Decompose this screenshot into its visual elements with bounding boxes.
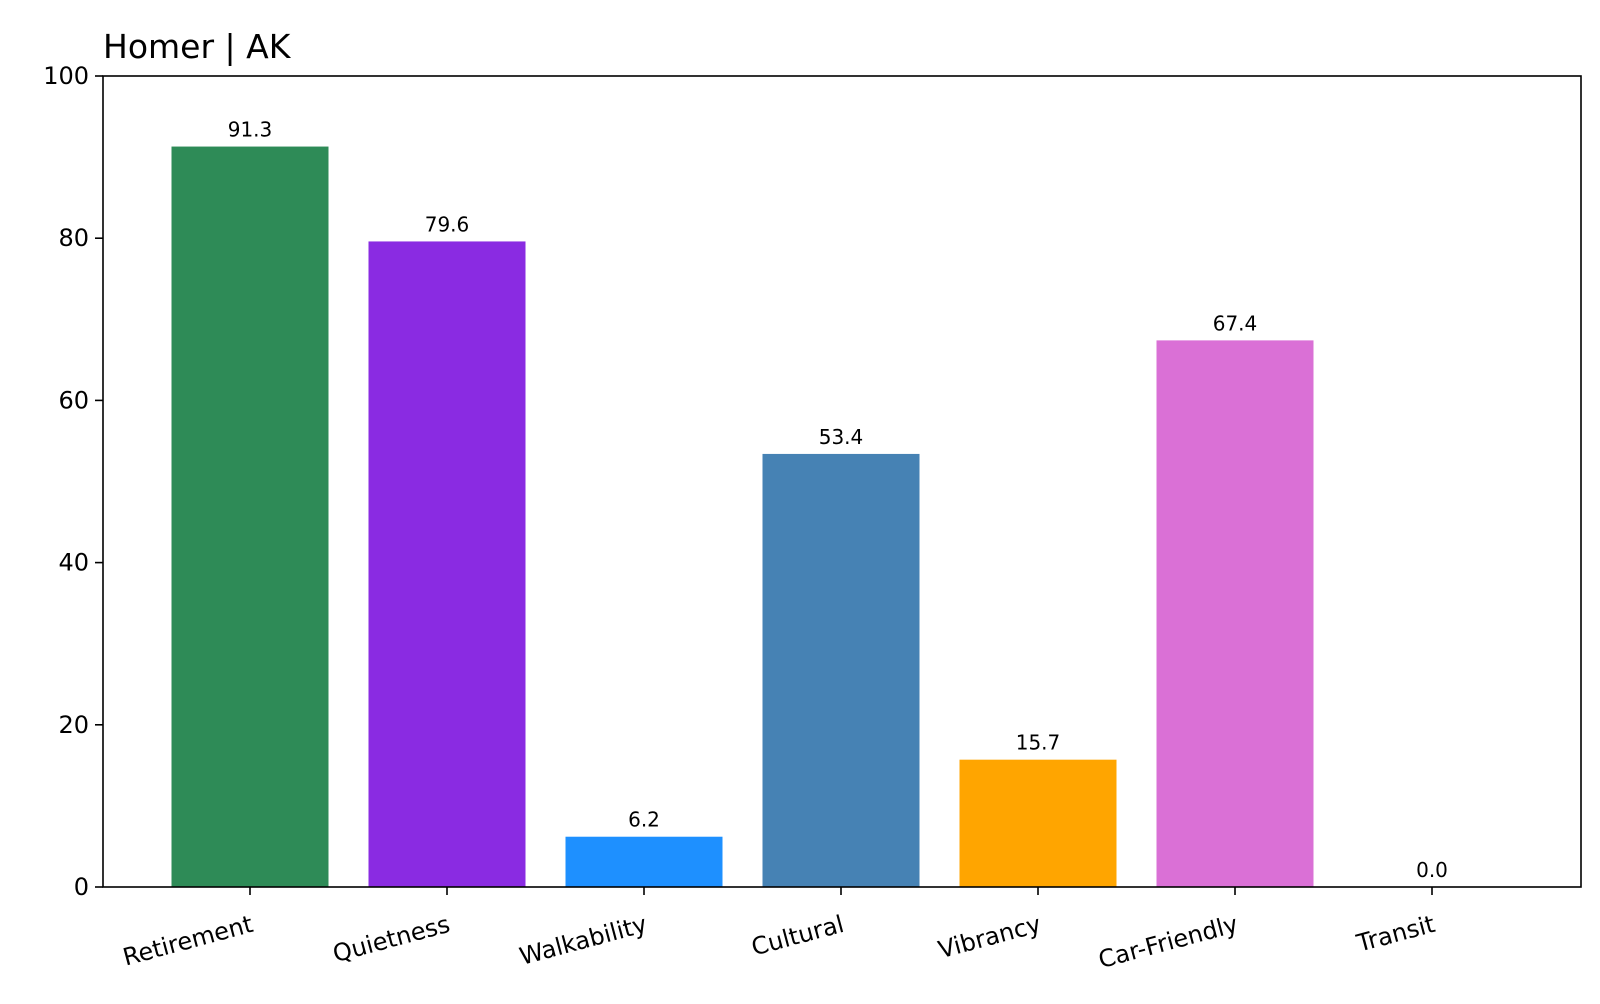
data-labels-layer: 91.3 79.6 6.2 53.4 15.7 67.4 0.0: [228, 118, 1448, 882]
data-label-transit: 0.0: [1416, 858, 1448, 882]
bar-walkability: [565, 836, 723, 887]
x-tick-label-cultural: Cultural: [748, 910, 847, 962]
y-tick-label-20: 20: [58, 711, 89, 739]
plot-frame: [102, 75, 1582, 888]
x-tick-label-quietness: Quietness: [330, 910, 453, 968]
chart-title: Homer | AK: [103, 27, 292, 66]
data-label-cultural: 53.4: [819, 425, 864, 449]
y-tick-label-40: 40: [58, 549, 89, 577]
x-tick-label-walkability: Walkability: [516, 910, 649, 971]
y-tick-label-100: 100: [43, 62, 89, 90]
data-label-retirement: 91.3: [228, 118, 273, 142]
bar-car-friendly: [1156, 340, 1314, 887]
y-tick-label-60: 60: [58, 386, 89, 414]
y-tick-label-80: 80: [58, 224, 89, 252]
bars-layer: [171, 146, 1314, 888]
x-axis: Retirement Quietness Walkability Cultural Vi…: [120, 887, 1438, 974]
x-tick-label-vibrancy: Vibrancy: [935, 910, 1044, 964]
x-tick-label-car-friendly: Car-Friendly: [1095, 910, 1241, 974]
x-tick-label-retirement: Retirement: [120, 910, 256, 972]
bar-vibrancy: [959, 759, 1117, 887]
bar-cultural: [762, 453, 920, 887]
data-label-quietness: 79.6: [425, 212, 470, 236]
bar-quietness: [368, 241, 526, 888]
x-tick-label-transit: Transit: [1353, 910, 1438, 958]
y-tick-label-0: 0: [74, 873, 89, 901]
y-axis: 0 20 40 60 80 100: [43, 62, 103, 901]
bar-retirement: [171, 146, 329, 887]
data-label-car-friendly: 67.4: [1213, 311, 1258, 335]
data-label-vibrancy: 15.7: [1016, 731, 1061, 755]
data-label-walkability: 6.2: [628, 808, 660, 832]
